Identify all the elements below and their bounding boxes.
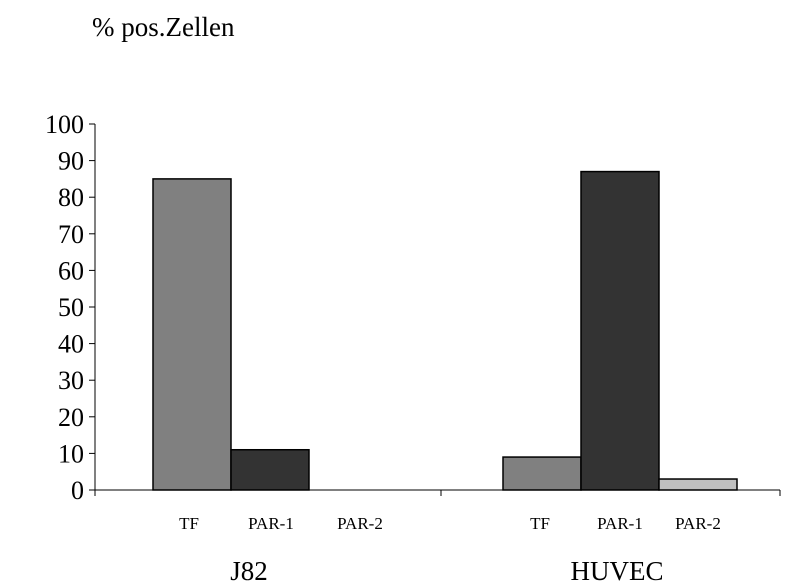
category-label: PAR-1 <box>248 514 294 533</box>
y-tick-label: 30 <box>58 366 84 395</box>
category-label: TF <box>530 514 550 533</box>
bar-huvec-par-1 <box>580 170 660 491</box>
y-tick-label: 50 <box>58 293 84 322</box>
category-label: PAR-2 <box>337 514 383 533</box>
category-label: PAR-2 <box>675 514 721 533</box>
y-tick-label: 20 <box>58 403 84 432</box>
bar-huvec-tf <box>502 456 582 491</box>
y-tick-label: 70 <box>58 220 84 249</box>
bar-j82-tf <box>152 178 232 491</box>
bar-j82-par-1 <box>230 448 310 491</box>
chart-labels: 0 10 20 30 40 50 60 70 80 90 100 TF PAR-1 PAR-2 J82 TF P… <box>45 110 721 585</box>
y-tick-label: 60 <box>58 256 84 285</box>
category-label: TF <box>179 514 199 533</box>
bar-huvec-par-2 <box>658 478 738 491</box>
group-label: J82 <box>230 556 268 585</box>
y-tick-label: 10 <box>58 439 84 468</box>
y-tick-label: 0 <box>71 476 84 505</box>
y-tick-label: 90 <box>58 147 84 176</box>
group-label: HUVEC <box>571 556 664 585</box>
y-axis-label: % pos.Zellen <box>92 12 235 42</box>
category-label: PAR-1 <box>597 514 643 533</box>
chart-bars <box>152 170 738 491</box>
y-tick-label: 80 <box>58 183 84 212</box>
y-tick-label: 40 <box>58 330 84 359</box>
y-tick-label: 100 <box>45 110 84 139</box>
